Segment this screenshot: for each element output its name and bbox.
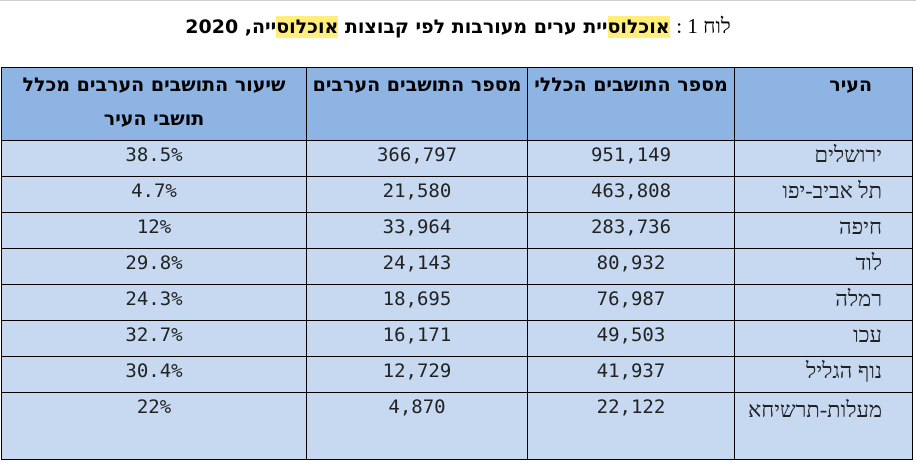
cell-arab: 21,580	[306, 176, 528, 213]
cell-city: מעלות-תרשיחא	[734, 392, 913, 460]
cell-rate: 4.7%	[1, 176, 307, 213]
table-row: לוד 80,932 24,143 29.8%	[1, 248, 913, 285]
cell-rate: 22%	[1, 392, 307, 460]
cell-city: נוף הגליל	[734, 356, 913, 393]
table-row: תל אביב-יפו 463,808 21,580 4.7%	[1, 176, 913, 213]
table-row: ירושלים 951,149 366,797 38.5%	[1, 140, 913, 177]
cell-total: 49,503	[527, 320, 735, 357]
header-arab: מספר התושבים הערבים	[306, 67, 528, 141]
cell-city: רמלה	[734, 284, 913, 321]
cell-arab: 16,171	[306, 320, 528, 357]
cell-arab: 18,695	[306, 284, 528, 321]
caption-label: לוח 1 :	[676, 14, 731, 38]
cell-total: 283,736	[527, 212, 735, 249]
cell-total: 80,932	[527, 248, 735, 285]
header-total: מספר התושבים הכללי	[527, 67, 735, 141]
header-rate: שיעור התושבים הערבים מכלל תושבי העיר	[1, 67, 307, 141]
cell-arab: 33,964	[306, 212, 528, 249]
cell-total: 463,808	[527, 176, 735, 213]
cell-arab: 12,729	[306, 356, 528, 393]
caption-text-2: ייה, 2020	[185, 16, 277, 38]
cell-rate: 30.4%	[1, 356, 307, 393]
table-row: רמלה 76,987 18,695 24.3%	[1, 284, 913, 321]
cell-rate: 38.5%	[1, 140, 307, 177]
cell-arab: 366,797	[306, 140, 528, 177]
cell-city: ירושלים	[734, 140, 913, 177]
cell-arab: 4,870	[306, 392, 528, 460]
table-row: נוף הגליל 41,937 12,729 30.4%	[1, 356, 913, 393]
caption-text-1: יית ערים מעורבות לפי קבוצות	[338, 16, 608, 38]
cell-rate: 29.8%	[1, 248, 307, 285]
population-table: העיר מספר התושבים הכללי מספר התושבים הער…	[1, 67, 913, 460]
table-row: עכו 49,503 16,171 32.7%	[1, 320, 913, 357]
top-border	[0, 0, 916, 1]
header-row: העיר מספר התושבים הכללי מספר התושבים הער…	[1, 67, 913, 141]
cell-rate: 24.3%	[1, 284, 307, 321]
cell-arab: 24,143	[306, 248, 528, 285]
table-row: חיפה 283,736 33,964 12%	[1, 212, 913, 249]
cell-city: לוד	[734, 248, 913, 285]
caption-highlight-2: אוכלוס	[276, 16, 339, 38]
cell-rate: 12%	[1, 212, 307, 249]
cell-city: עכו	[734, 320, 913, 357]
cell-city: תל אביב-יפו	[734, 176, 913, 213]
caption-highlight-1: אוכלוס	[607, 16, 670, 38]
cell-total: 22,122	[527, 392, 735, 460]
cell-rate: 32.7%	[1, 320, 307, 357]
cell-total: 41,937	[527, 356, 735, 393]
table-body: ירושלים 951,149 366,797 38.5% תל אביב-יפו 463…	[1, 140, 913, 460]
cell-city: חיפה	[734, 212, 913, 249]
table-caption: לוח 1 : אוכלוסיית ערים מעורבות לפי קבוצו…	[0, 14, 916, 39]
cell-total: 76,987	[527, 284, 735, 321]
header-city: העיר	[734, 67, 913, 141]
table-row: מעלות-תרשיחא 22,122 4,870 22%	[1, 392, 913, 460]
cell-total: 951,149	[527, 140, 735, 177]
caption-title: אוכלוסיית ערים מעורבות לפי קבוצות אוכלוס…	[185, 16, 670, 38]
